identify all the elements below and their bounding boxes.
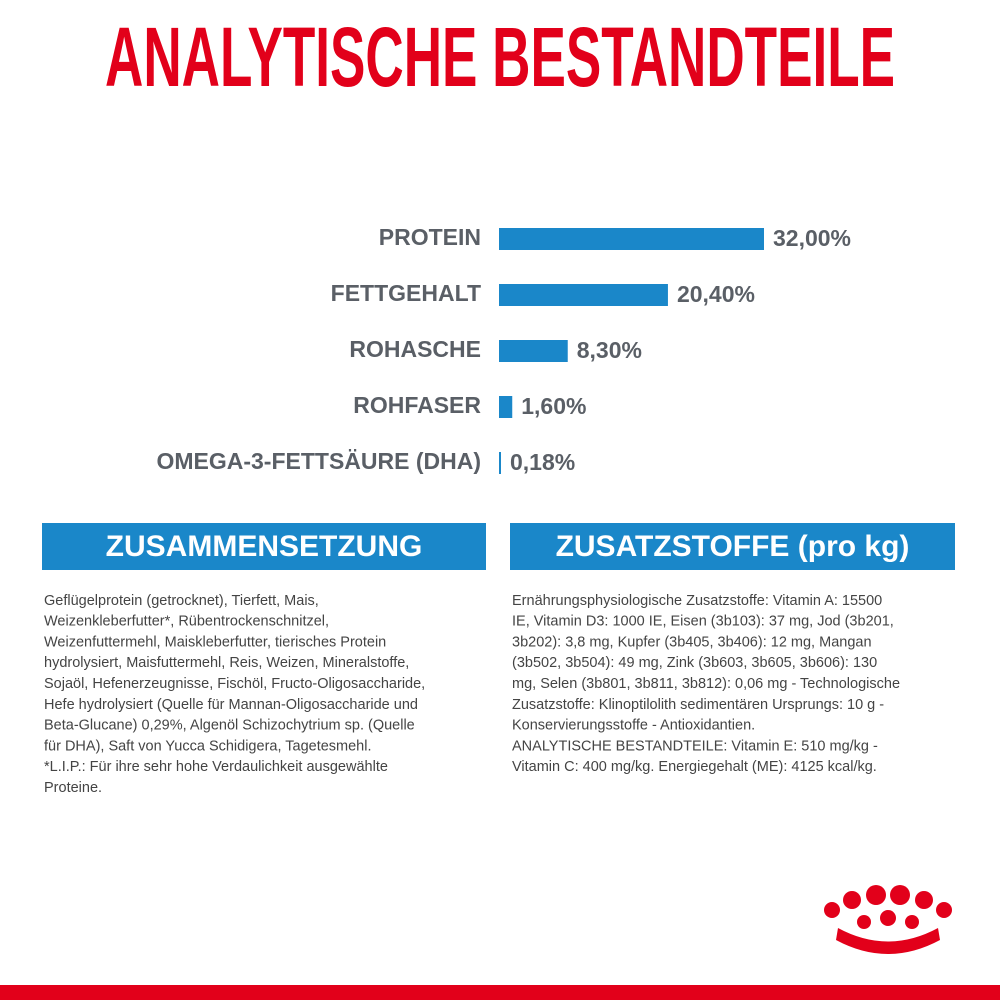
value-label: 0,18% [510, 449, 575, 475]
section-text-line: 3b202): 3,8 mg, Kupfer (3b405, 3b406): 1… [512, 634, 872, 650]
section-text-line: Geflügelprotein (getrocknet), Tierfett, … [44, 593, 319, 609]
section-text-line: Vitamin C: 400 mg/kg. Energiegehalt (ME)… [512, 759, 877, 775]
category-label: ROHASCHE [349, 336, 481, 362]
bottom-band [0, 985, 1000, 1000]
bar [499, 396, 513, 418]
bar [499, 284, 668, 306]
category-label: ROHFASER [353, 392, 481, 418]
section-text-line: Zusatzstoffe: Klinoptilolith sedimentäre… [512, 697, 884, 713]
section-text-line: Weizenkleberfutter*, Rübentrockenschnitz… [44, 614, 329, 630]
section-text-line: hydrolysiert, Maisfuttermehl, Reis, Weiz… [44, 655, 409, 671]
section-text-line: Proteine. [44, 780, 102, 796]
section-text-line: Sojaöl, Hefenerzeugnisse, Fischöl, Fruct… [44, 676, 425, 692]
section-header-box [510, 523, 955, 570]
section-text-line: mg, Selen (3b801, 3b811, 3b812): 0,06 mg… [512, 676, 900, 692]
bar [499, 228, 764, 250]
section-header-box [42, 523, 486, 570]
section-text-line: IE, Vitamin D3: 1000 IE, Eisen (3b103): … [512, 614, 894, 630]
value-label: 20,40% [677, 281, 755, 307]
section-text-line: Konservierungsstoffe - Antioxidantien. [512, 718, 755, 734]
section-text-line: Beta-Glucane) 0,29%, Algenöl Schizochytr… [44, 718, 415, 734]
category-label: FETTGEHALT [331, 280, 481, 306]
logo [824, 885, 952, 954]
section-text-line: Weizenfuttermehl, Maiskleberfutter, tier… [44, 634, 386, 650]
section-text-line: *L.I.P.: Für ihre sehr hohe Verdaulichke… [44, 759, 388, 775]
section-text-line: (3b502, 3b504): 49 mg, Zink (3b603, 3b60… [512, 655, 877, 671]
category-label: PROTEIN [379, 224, 481, 250]
value-label: 32,00% [773, 225, 851, 251]
section-heading: ZUSAMMENSETZUNG [106, 530, 423, 563]
section-text-line: Hefe hydrolysiert (Quelle für Mannan-Oli… [44, 697, 418, 713]
bar [499, 452, 501, 474]
value-label: 1,60% [521, 393, 586, 419]
chart-title: ANALYTISCHE BESTANDTEILE [105, 10, 895, 104]
bar [499, 340, 568, 362]
section-text-line: Ernährungsphysiologische Zusatzstoffe: V… [512, 593, 882, 609]
category-label: OMEGA-3-FETTSÄURE (DHA) [156, 448, 481, 474]
section-text-line: ANALYTISCHE BESTANDTEILE: Vitamin E: 510… [512, 738, 878, 754]
value-label: 8,30% [577, 337, 642, 363]
section-heading: ZUSATZSTOFFE (pro kg) [556, 530, 910, 563]
section-text-line: für DHA), Saft von Yucca Schidigera, Tag… [44, 738, 372, 754]
